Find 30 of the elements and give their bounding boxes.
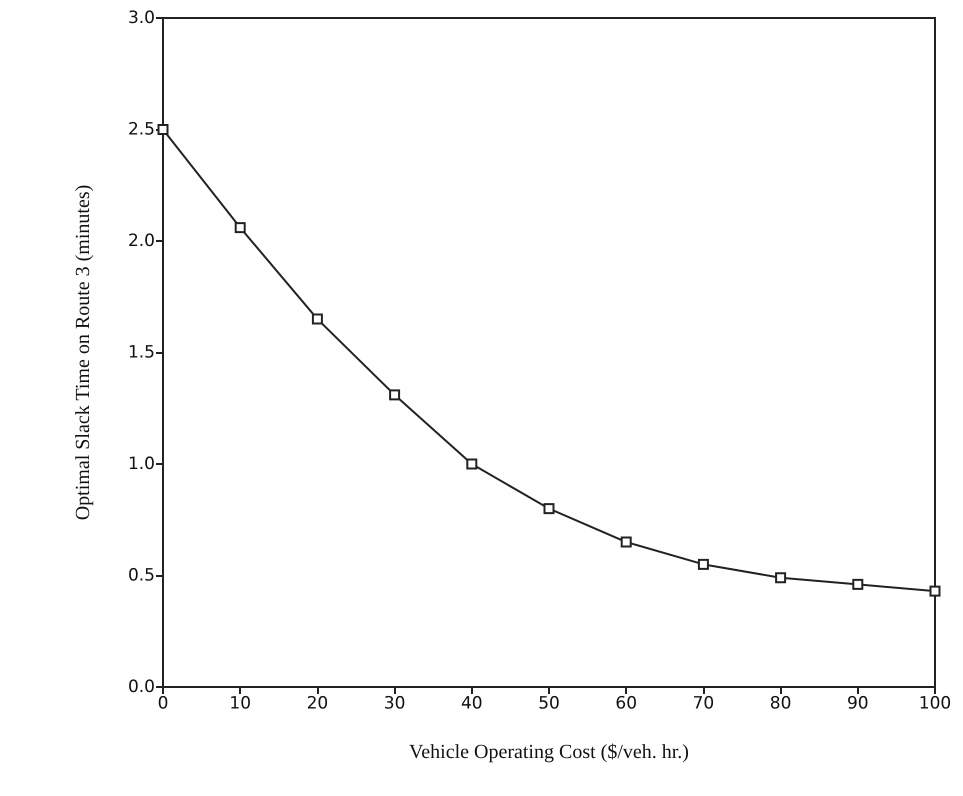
y-tick-label: 2.0 <box>128 231 155 251</box>
x-tick-label: 90 <box>846 694 869 714</box>
y-tick-label: 2.5 <box>128 120 155 140</box>
y-tick-label: 0.0 <box>128 677 155 697</box>
x-tick-label: 40 <box>460 694 483 714</box>
point <box>466 458 478 470</box>
point <box>620 536 632 548</box>
y-tick-label: 0.5 <box>128 566 155 586</box>
x-tick-label: 100 <box>918 694 952 714</box>
x-tick-label: 70 <box>692 694 714 714</box>
x-tick-label: 60 <box>615 694 638 714</box>
point <box>312 314 323 325</box>
point <box>930 586 940 597</box>
point <box>852 578 864 590</box>
x-tick-label: 20 <box>306 694 328 714</box>
point <box>389 389 400 400</box>
x-tick-label: 0 <box>158 694 168 714</box>
x-tick-label: 10 <box>229 694 252 714</box>
x-tick-label: 30 <box>384 694 406 714</box>
y-axis-title: Optimal Slack Time on Route 3 (minutes) <box>72 184 94 520</box>
y-tick-label: 3.0 <box>128 8 155 28</box>
x-axis-title: Vehicle Operating Cost ($/veh. hr.) <box>409 741 689 763</box>
point <box>544 503 554 514</box>
point <box>234 222 246 234</box>
y-tick-label: 1.0 <box>128 454 155 474</box>
x-tick-label: 50 <box>538 694 560 714</box>
point <box>775 572 786 584</box>
y-tick-label: 1.5 <box>128 342 155 362</box>
point <box>698 558 709 570</box>
x-tick-label: 80 <box>770 694 792 714</box>
